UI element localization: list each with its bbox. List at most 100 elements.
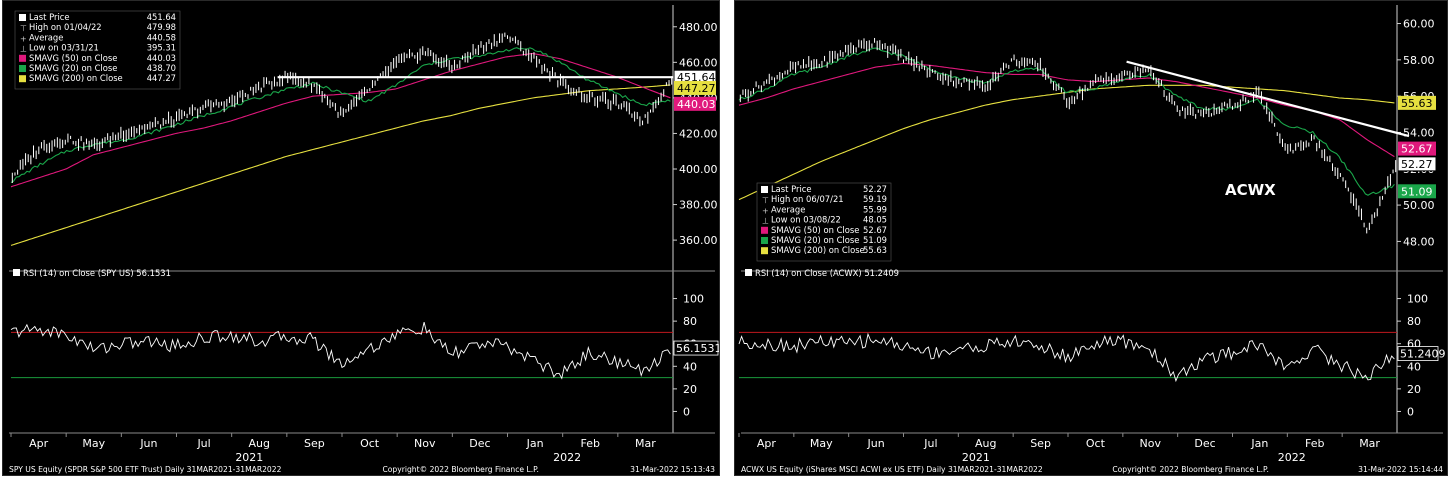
legend-value: 438.70 [147, 63, 176, 73]
legend-value: 440.58 [147, 32, 176, 42]
rsi-line [738, 332, 1395, 383]
legend-label: Last Price [29, 12, 70, 22]
price-tick-label: 420.00 [679, 127, 718, 140]
footer-security-label: ACWX US Equity (iShares MSCI ACWI ex US … [741, 465, 1043, 474]
month-label: Apr [757, 437, 777, 450]
legend-label: Average [29, 32, 63, 42]
price-badge-sma20 [1398, 184, 1436, 199]
price-badge-sma50 [1398, 141, 1436, 156]
month-label: Sep [304, 437, 325, 450]
month-label: Aug [975, 437, 996, 450]
magenta-legend-swatch [761, 226, 768, 234]
legend-value: 52.67 [863, 225, 887, 235]
month-label: Apr [29, 437, 49, 450]
rsi-value-badge [1397, 346, 1439, 361]
legend-label: High on 01/04/22 [29, 22, 102, 32]
month-label: Jun [866, 437, 884, 450]
legend-value: 479.98 [147, 22, 176, 32]
rsi-tick-label: 100 [1407, 293, 1428, 306]
price-badge-last [1397, 156, 1437, 172]
legend-label: Average [771, 204, 805, 214]
year-label: 2022 [553, 451, 581, 464]
month-label: Aug [249, 437, 270, 450]
white-legend-swatch [761, 186, 768, 193]
legend-label: High on 06/07/21 [771, 194, 844, 204]
legend-label: SMAVG (20) on Close [771, 235, 859, 245]
month-label: Jan [1250, 437, 1268, 450]
white-legend-swatch [19, 14, 26, 21]
legend-label: SMAVG (50) on Close [29, 53, 117, 63]
month-label: Jan [526, 437, 544, 450]
legend-label: SMAVG (50) on Close [771, 225, 859, 235]
rsi-tick-label: 40 [1407, 360, 1421, 373]
price-tick-label: 360.00 [679, 234, 718, 247]
month-label: Jun [139, 437, 157, 450]
month-label: Sep [1030, 437, 1051, 450]
legend-label: Low on 03/08/22 [771, 215, 841, 225]
price-tick-label: 50.00 [1403, 199, 1435, 212]
price-badge-label: 52.67 [1401, 143, 1433, 156]
rsi-tick-label: 100 [683, 293, 704, 306]
price-tick-label: 460.00 [679, 56, 718, 69]
price-tick-label: 54.00 [1403, 126, 1435, 139]
legend-label: Low on 03/31/21 [29, 43, 99, 53]
series-line-smavg-50- [10, 52, 671, 188]
series-line-smavg-20- [738, 47, 1395, 196]
price-badge-sma200 [1398, 95, 1436, 110]
month-label: Dec [1194, 437, 1215, 450]
month-label: Jul [196, 437, 210, 450]
rsi-tick-label: 40 [683, 360, 697, 373]
year-label: 2021 [962, 451, 990, 464]
legend-value: 48.05 [863, 215, 887, 225]
legend-box [756, 182, 892, 262]
month-label: Oct [360, 437, 380, 450]
price-badge-sma200 [674, 80, 716, 95]
rsi-legend-swatch [13, 269, 20, 276]
year-label: 2022 [1278, 451, 1306, 464]
legend-value: 447.27 [147, 73, 176, 83]
rsi-tick-label: 0 [1407, 405, 1414, 418]
month-label: Dec [469, 437, 490, 450]
footer-timestamp: 31-Mar-2022 15:13:43 [630, 465, 715, 474]
price-badge-label: 447.27 [677, 82, 716, 95]
month-label: Oct [1086, 437, 1106, 450]
month-label: Jul [923, 437, 937, 450]
price-badge-label: 52.27 [1401, 158, 1433, 171]
month-label: Feb [581, 437, 600, 450]
price-tick-label: 48.00 [1403, 235, 1435, 248]
price-tick-label: 400.00 [679, 163, 718, 176]
footer-copyright: Copyright© 2022 Bloomberg Finance L.P. [1112, 465, 1269, 474]
rsi-tick-label: 80 [1407, 315, 1421, 328]
magenta-legend-swatch [19, 54, 26, 62]
price-badge-label: 451.64 [677, 71, 716, 84]
price-badge-label: 440.03 [677, 98, 716, 111]
legend-label: SMAVG (200) on Close [771, 245, 865, 255]
footer-copyright: Copyright© 2022 Bloomberg Finance L.P. [382, 465, 538, 474]
month-label: Feb [1305, 437, 1324, 450]
year-label: 2021 [235, 451, 263, 464]
legend-value: 52.27 [863, 184, 887, 194]
footer-timestamp: 31-Mar-2022 15:14:44 [1358, 465, 1443, 474]
series-line-smavg-200- [10, 84, 671, 246]
legend-value: 51.09 [863, 235, 887, 245]
legend-value: 55.63 [863, 245, 887, 255]
month-label: May [810, 437, 833, 450]
price-tick-label: 380.00 [679, 199, 718, 212]
legend-value: 451.64 [147, 12, 176, 22]
rsi-legend-label: RSI (14) on Close (SPY US) 56.1531 [23, 268, 171, 278]
month-label: May [82, 437, 105, 450]
month-label: Mar [1359, 437, 1380, 450]
trend-line [1126, 60, 1410, 138]
footer-security-label: SPY US Equity (SPDR S&P 500 ETF Trust) D… [9, 465, 282, 474]
avg-marker-icon: + [762, 206, 769, 215]
rsi-line [10, 321, 671, 380]
rsi-legend-swatch [745, 269, 752, 276]
legend-label: Last Price [771, 184, 812, 194]
legend-label: SMAVG (200) on Close [29, 73, 123, 83]
month-label: Mar [635, 437, 656, 450]
low-marker-icon: ⊥ [20, 45, 27, 54]
chart-annotation-label: ACWX [1225, 181, 1276, 199]
low-marker-icon: ⊥ [762, 217, 769, 226]
price-tick-label: 480.00 [679, 21, 718, 34]
price-badge-label: 55.63 [1401, 97, 1433, 110]
